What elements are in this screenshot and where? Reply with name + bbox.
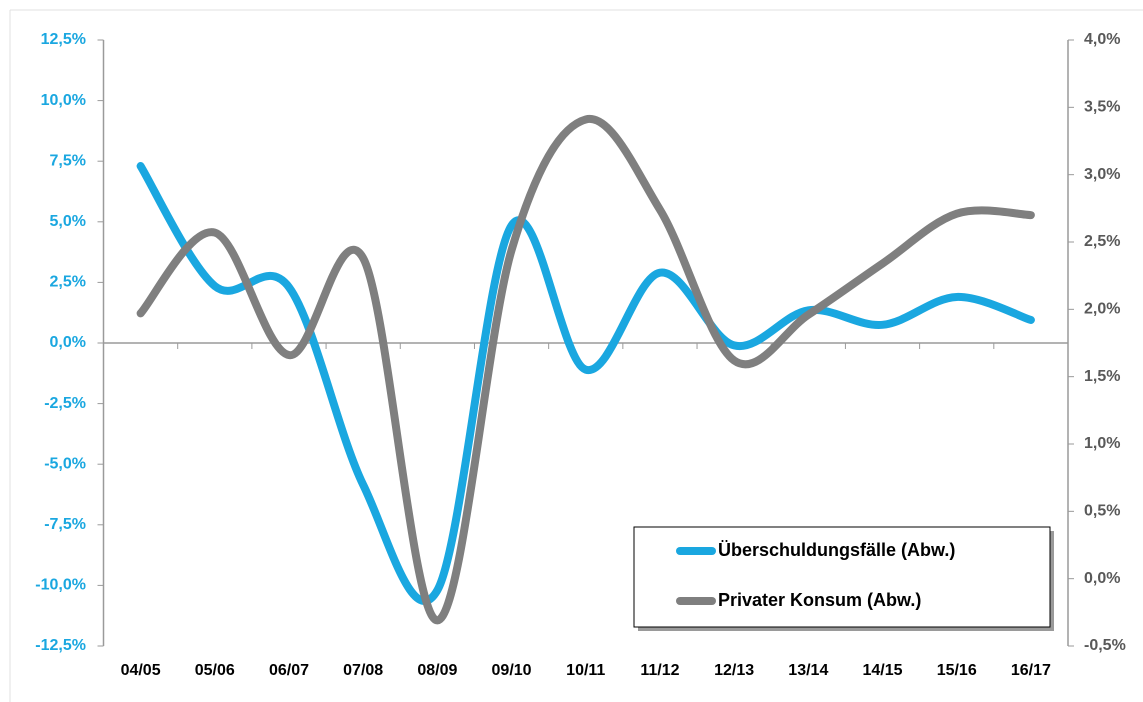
- y-tick-label: 7,5%: [50, 152, 86, 169]
- x-tick-label: 13/14: [788, 662, 828, 679]
- y-tick-label: -7,5%: [44, 516, 86, 533]
- y2-tick-label: 3,0%: [1084, 166, 1120, 183]
- y2-tick-label: 4,0%: [1084, 31, 1120, 48]
- y2-tick-label: 3,5%: [1084, 99, 1120, 116]
- y2-tick-label: -0,5%: [1084, 637, 1126, 654]
- series-line: [136, 162, 1035, 605]
- x-tick-label: 06/07: [269, 662, 309, 679]
- x-tick-label: 04/05: [121, 662, 161, 679]
- y2-tick-label: 1,0%: [1084, 435, 1120, 452]
- legend: [633, 526, 1051, 628]
- x-tick-label: 11/12: [640, 662, 679, 679]
- x-tick-label: 09/10: [492, 662, 532, 679]
- y-tick-label: -2,5%: [44, 395, 86, 412]
- y2-tick-label: 0,5%: [1084, 503, 1120, 520]
- x-tick-label: 05/06: [195, 662, 235, 679]
- legend-label: Überschuldungsfälle (Abw.): [718, 540, 955, 560]
- y2-tick-label: 0,0%: [1084, 570, 1120, 587]
- series-line: [136, 115, 1035, 625]
- y-tick-label: 5,0%: [50, 213, 86, 230]
- y-tick-label: 0,0%: [50, 334, 86, 351]
- y-tick-label: -10,0%: [35, 577, 86, 594]
- x-tick-label: 12/13: [714, 662, 754, 679]
- x-tick-label: 10/11: [566, 662, 605, 679]
- y-tick-label: 10,0%: [41, 92, 86, 109]
- legend-label: Privater Konsum (Abw.): [718, 590, 921, 610]
- x-tick-label: 08/09: [417, 662, 457, 679]
- x-tick-label: 14/15: [862, 662, 902, 679]
- y2-tick-label: 2,5%: [1084, 233, 1120, 250]
- y-tick-label: -12,5%: [35, 637, 86, 654]
- x-tick-label: 07/08: [343, 662, 383, 679]
- x-tick-label: 15/16: [937, 662, 977, 679]
- y2-tick-label: 2,0%: [1084, 301, 1120, 318]
- y-tick-label: -5,0%: [44, 455, 86, 472]
- y-tick-label: 2,5%: [50, 274, 86, 291]
- x-tick-label: 16/17: [1011, 662, 1051, 679]
- y2-tick-label: 1,5%: [1084, 368, 1120, 385]
- y-tick-label: 12,5%: [41, 31, 86, 48]
